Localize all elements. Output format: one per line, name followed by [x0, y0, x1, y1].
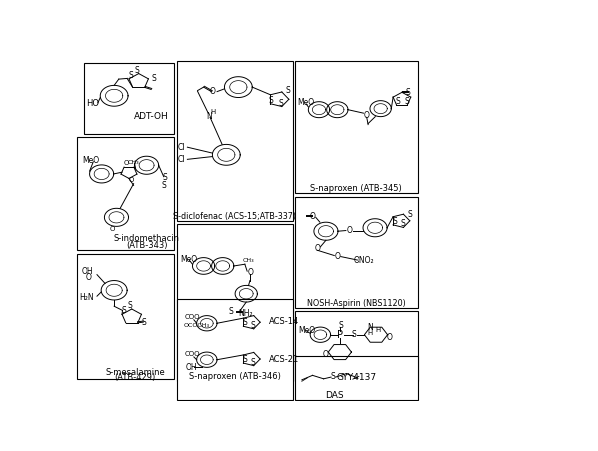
Text: ACS-21: ACS-21	[269, 354, 300, 364]
Text: P: P	[337, 330, 343, 340]
Text: S: S	[134, 65, 139, 74]
Text: O: O	[109, 226, 114, 232]
Text: H: H	[210, 110, 215, 115]
Text: COO: COO	[185, 351, 200, 357]
Text: NH₂: NH₂	[238, 309, 252, 318]
Text: O: O	[210, 87, 216, 96]
Text: S: S	[395, 97, 400, 106]
Text: GYY4137: GYY4137	[336, 373, 376, 382]
Text: ADT-OH: ADT-OH	[134, 112, 169, 121]
Text: S: S	[285, 87, 290, 96]
Text: S: S	[404, 97, 409, 106]
Text: S: S	[407, 210, 412, 219]
Text: DAS: DAS	[325, 391, 344, 400]
Text: S: S	[278, 99, 283, 107]
Bar	[295, 356, 417, 400]
Text: S: S	[129, 71, 134, 80]
Text: S: S	[151, 74, 156, 83]
Text: Cl: Cl	[178, 155, 185, 164]
Text: O: O	[124, 160, 129, 166]
Text: O: O	[315, 244, 321, 253]
Text: H: H	[368, 330, 373, 336]
Text: O: O	[86, 273, 91, 282]
Bar	[177, 299, 292, 400]
Text: S: S	[251, 358, 255, 367]
Bar	[295, 311, 417, 381]
Text: CH₃: CH₃	[243, 258, 254, 262]
Text: ONO₂: ONO₂	[353, 256, 374, 265]
Text: S: S	[161, 180, 166, 189]
Text: H: H	[376, 327, 381, 332]
Text: O: O	[310, 212, 315, 221]
Text: S: S	[242, 318, 247, 327]
Bar	[84, 63, 175, 134]
Text: S: S	[392, 217, 397, 226]
Text: (ATB-343): (ATB-343)	[126, 241, 167, 249]
Text: S: S	[141, 318, 146, 327]
Text: S-diclofenac (ACS-15;ATB-337): S-diclofenac (ACS-15;ATB-337)	[173, 212, 296, 221]
Text: S: S	[163, 173, 167, 182]
Text: O: O	[323, 350, 329, 359]
Bar	[77, 138, 175, 250]
Text: S: S	[400, 220, 405, 229]
Text: O: O	[346, 226, 352, 235]
Text: MeO: MeO	[297, 98, 315, 107]
Text: O: O	[387, 333, 393, 342]
Bar	[77, 254, 175, 379]
Text: HO: HO	[86, 99, 99, 108]
Text: S-naproxen (ATB-345): S-naproxen (ATB-345)	[310, 184, 402, 193]
Text: MeO: MeO	[181, 254, 197, 263]
Text: O: O	[248, 268, 254, 277]
Text: OCOCH₃: OCOCH₃	[184, 323, 210, 328]
Bar	[177, 224, 292, 381]
Text: O: O	[364, 111, 370, 120]
Text: COO: COO	[185, 314, 200, 320]
Text: S: S	[352, 330, 356, 339]
Text: S-mesalamine: S-mesalamine	[105, 368, 165, 377]
Text: S: S	[128, 301, 133, 310]
Text: CH₃: CH₃	[128, 160, 139, 165]
Text: S-naproxen (ATB-346): S-naproxen (ATB-346)	[189, 372, 280, 381]
Text: OH: OH	[186, 363, 197, 372]
Text: S: S	[122, 306, 127, 315]
Bar	[295, 61, 417, 193]
Text: Cl: Cl	[178, 143, 185, 152]
Text: S: S	[228, 307, 233, 316]
Text: S: S	[331, 372, 335, 381]
Text: S-indomethacin: S-indomethacin	[114, 235, 179, 244]
Bar	[177, 61, 292, 221]
Text: NOSH-Aspirin (NBS1120): NOSH-Aspirin (NBS1120)	[307, 299, 405, 308]
Text: S: S	[251, 321, 255, 330]
Text: S: S	[405, 88, 410, 97]
Bar	[295, 197, 417, 308]
Text: ACS-14: ACS-14	[269, 317, 300, 326]
Text: H₂N: H₂N	[79, 294, 94, 303]
Text: O: O	[335, 252, 340, 261]
Text: O: O	[129, 177, 134, 183]
Text: S: S	[338, 321, 343, 330]
Text: N: N	[368, 323, 373, 332]
Text: MeO: MeO	[82, 156, 99, 165]
Text: MeO: MeO	[298, 326, 315, 335]
Text: S: S	[269, 96, 274, 105]
Text: OH: OH	[82, 267, 93, 276]
Text: N: N	[206, 112, 212, 121]
Text: S: S	[242, 355, 247, 364]
Text: (ATB-429): (ATB-429)	[114, 373, 155, 382]
